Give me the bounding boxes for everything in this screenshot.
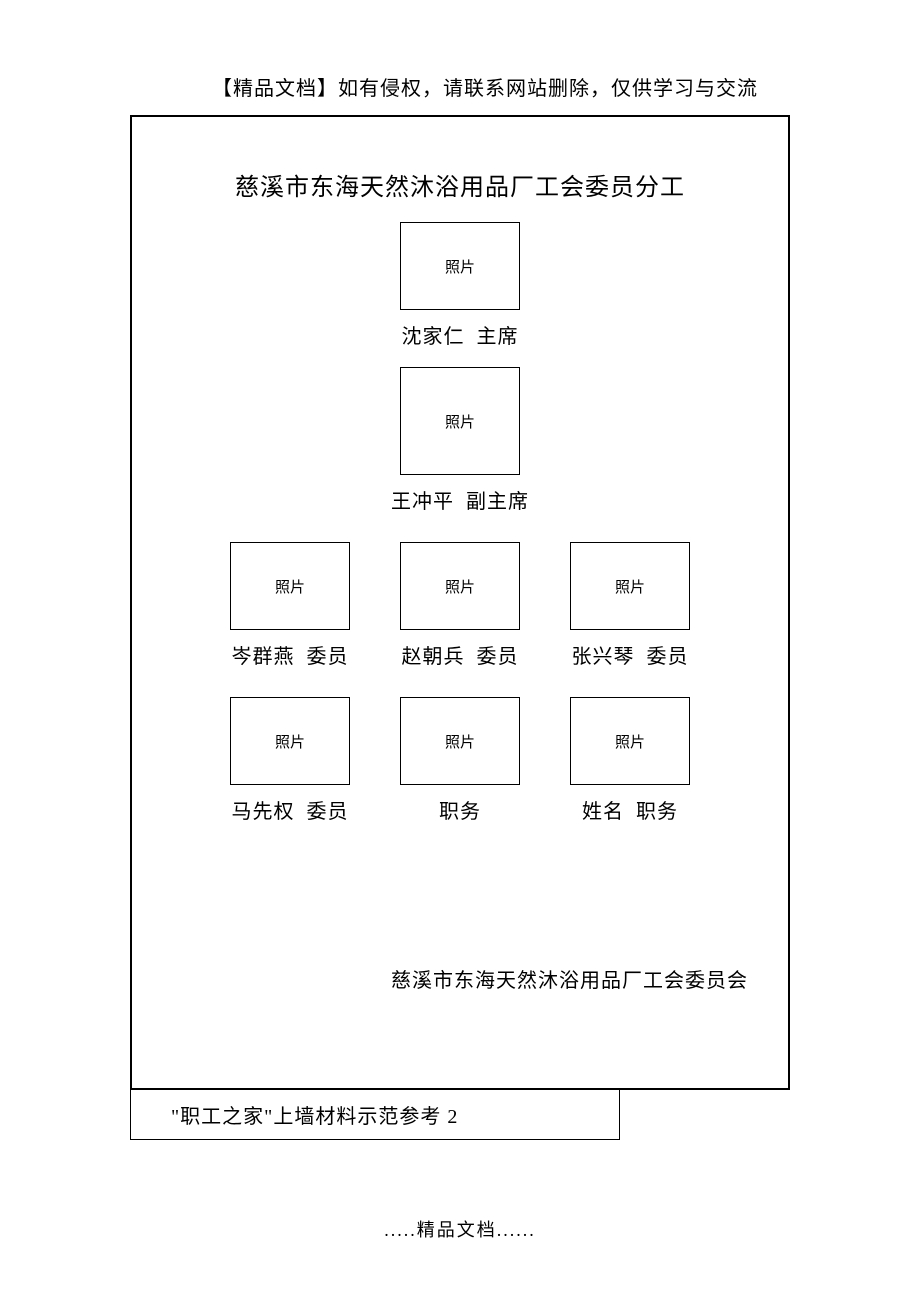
member-photo-placeholder: 照片 bbox=[570, 542, 690, 630]
member-photo-placeholder: 照片 bbox=[230, 542, 350, 630]
member-label: 职务 bbox=[439, 795, 481, 824]
vice-chairman-block: 照片 王冲平 副主席 bbox=[391, 367, 529, 514]
member-block: 照片 职务 bbox=[400, 697, 520, 824]
member-photo-placeholder: 照片 bbox=[400, 697, 520, 785]
chart-title: 慈溪市东海天然沐浴用品厂工会委员分工 bbox=[132, 167, 788, 202]
member-name: 姓名 bbox=[582, 801, 624, 823]
member-label: 赵朝兵 委员 bbox=[402, 640, 519, 669]
member-label: 姓名 职务 bbox=[582, 795, 678, 824]
member-photo-placeholder: 照片 bbox=[400, 542, 520, 630]
member-photo-placeholder: 照片 bbox=[230, 697, 350, 785]
header-notice: 【精品文档】如有侵权，请联系网站删除，仅供学习与交流 bbox=[150, 72, 820, 101]
chairman-role: 主席 bbox=[477, 326, 519, 348]
member-label: 马先权 委员 bbox=[232, 795, 349, 824]
chairman-label: 沈家仁 主席 bbox=[402, 320, 519, 349]
vice-chairman-label: 王冲平 副主席 bbox=[391, 485, 529, 514]
vice-chairman-name: 王冲平 bbox=[391, 491, 454, 513]
member-block: 照片 姓名 职务 bbox=[570, 697, 690, 824]
member-role: 委员 bbox=[647, 646, 689, 668]
member-name: 马先权 bbox=[232, 801, 295, 823]
members-row-1: 照片 岑群燕 委员 照片 赵朝兵 委员 照片 张兴琴 委员 bbox=[132, 542, 788, 669]
member-role: 委员 bbox=[307, 646, 349, 668]
member-role: 委员 bbox=[477, 646, 519, 668]
member-block: 照片 张兴琴 委员 bbox=[570, 542, 690, 669]
member-label: 张兴琴 委员 bbox=[572, 640, 689, 669]
member-role: 职务 bbox=[636, 801, 678, 823]
chairman-name: 沈家仁 bbox=[402, 326, 465, 348]
member-name: 张兴琴 bbox=[572, 646, 635, 668]
member-name: 赵朝兵 bbox=[402, 646, 465, 668]
page-footer: .....精品文档...... bbox=[0, 1216, 920, 1242]
member-block: 照片 岑群燕 委员 bbox=[230, 542, 350, 669]
member-role: 委员 bbox=[307, 801, 349, 823]
member-name: 岑群燕 bbox=[232, 646, 295, 668]
member-block: 照片 马先权 委员 bbox=[230, 697, 350, 824]
footer-organization: 慈溪市东海天然沐浴用品厂工会委员会 bbox=[391, 964, 748, 993]
member-photo-placeholder: 照片 bbox=[570, 697, 690, 785]
org-chart-container: 慈溪市东海天然沐浴用品厂工会委员分工 照片 沈家仁 主席 照片 王冲平 副主席 … bbox=[130, 115, 790, 1090]
member-block: 照片 赵朝兵 委员 bbox=[400, 542, 520, 669]
chairman-photo-placeholder: 照片 bbox=[400, 222, 520, 310]
member-label: 岑群燕 委员 bbox=[232, 640, 349, 669]
bottom-caption: "职工之家"上墙材料示范参考 2 bbox=[130, 1090, 620, 1140]
members-row-2: 照片 马先权 委员 照片 职务 照片 姓名 职务 bbox=[132, 697, 788, 824]
chairman-block: 照片 沈家仁 主席 bbox=[400, 222, 520, 349]
member-role: 职务 bbox=[439, 801, 481, 823]
vice-chairman-role: 副主席 bbox=[466, 491, 529, 513]
vice-chairman-photo-placeholder: 照片 bbox=[400, 367, 520, 475]
